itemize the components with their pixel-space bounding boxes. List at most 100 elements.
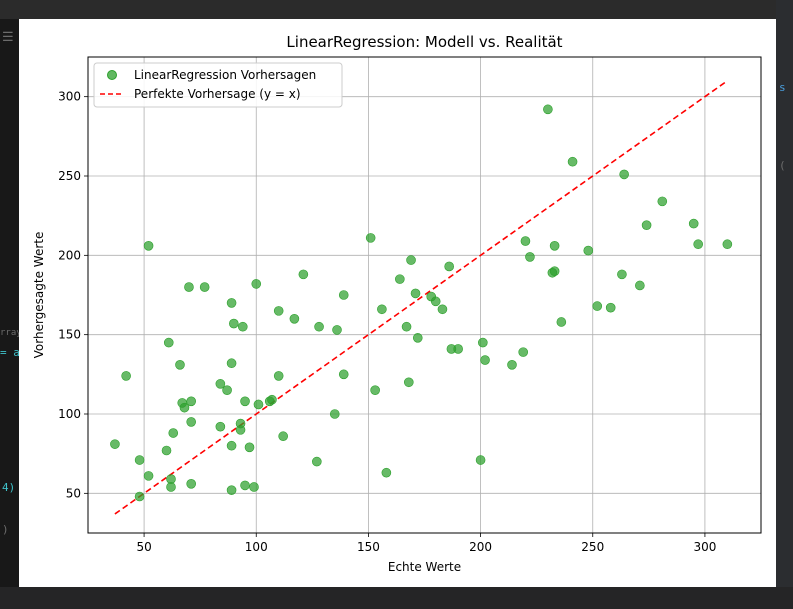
code-fragment-paren: ) (2, 523, 9, 536)
data-point (273, 306, 284, 316)
axis-ticks: 50 100 150 200 250 300 50 100 150 200 250 300 (58, 90, 716, 554)
y-tick-label: 250 (58, 169, 81, 183)
plot-figure: 50 100 150 200 250 300 50 100 150 200 250 300 Linea… (19, 19, 776, 587)
data-point (549, 241, 560, 251)
y-tick-label: 300 (58, 90, 81, 104)
data-point (237, 321, 248, 332)
data-point (412, 333, 423, 343)
data-point (406, 255, 416, 265)
data-point (693, 239, 703, 250)
data-point (478, 337, 488, 348)
legend: LinearRegression Vorhersagen Perfekte Vo… (93, 62, 343, 108)
x-tick-label: 300 (693, 540, 716, 554)
code-fragment-array: rray (0, 328, 22, 338)
y-tick-label: 50 (66, 486, 81, 500)
data-point (240, 396, 250, 407)
x-tick-label: 150 (357, 540, 380, 554)
x-tick-label: 200 (469, 540, 492, 554)
data-point (226, 298, 237, 308)
grid-lines (88, 57, 761, 533)
data-point (273, 371, 284, 381)
data-point (186, 396, 196, 407)
editor-right-panel (776, 0, 793, 609)
data-point (179, 402, 190, 413)
data-point (184, 282, 194, 292)
data-point (617, 269, 627, 280)
data-point (401, 321, 412, 332)
data-point (453, 344, 463, 354)
data-point (329, 409, 340, 419)
data-point (605, 302, 616, 313)
data-point (543, 104, 553, 115)
data-point (253, 399, 264, 410)
data-point (430, 296, 441, 307)
data-point (518, 347, 529, 357)
data-point (444, 261, 454, 272)
data-point (567, 156, 578, 167)
data-point (134, 455, 145, 465)
editor-top-bar (0, 0, 793, 19)
data-point (175, 360, 185, 370)
x-tick-label: 250 (581, 540, 604, 554)
data-point (251, 279, 262, 289)
data-point (186, 417, 196, 427)
data-point (395, 274, 405, 284)
data-point (278, 431, 288, 442)
y-tick-label: 200 (58, 248, 81, 262)
data-point (161, 445, 172, 456)
data-point (244, 442, 255, 453)
editor-left-gutter (0, 19, 19, 589)
data-point (267, 394, 277, 405)
data-point (475, 455, 486, 465)
right-panel-fragment-paren: ( (779, 159, 786, 172)
x-axis-label: Echte Werte (388, 560, 461, 574)
data-point (222, 385, 232, 396)
data-point (480, 355, 490, 365)
data-point (688, 218, 699, 229)
legend-label-line: Perfekte Vorhersage (y = x) (134, 87, 301, 101)
data-point (168, 428, 179, 438)
data-point (437, 304, 448, 315)
axes-frame (87, 56, 762, 534)
legend-marker-scatter (107, 70, 117, 80)
data-point (520, 236, 531, 246)
reference-line-layer (114, 80, 728, 515)
data-point (403, 377, 414, 388)
data-point (199, 282, 210, 292)
data-point (549, 266, 560, 276)
data-point (657, 196, 668, 207)
editor-bottom-bar[interactable] (0, 587, 793, 609)
data-point (370, 385, 380, 396)
data-point (592, 301, 603, 311)
y-axis-label: Vorhergesagte Werte (32, 232, 46, 359)
data-point (229, 318, 239, 329)
data-point (121, 371, 131, 381)
data-point (338, 290, 349, 300)
x-tick-label: 100 (245, 540, 268, 554)
y-tick-label: 100 (58, 407, 81, 421)
scatter-points (110, 104, 733, 502)
data-point (134, 491, 145, 502)
data-point (226, 440, 237, 451)
legend-label-scatter: LinearRegression Vorhersagen (134, 68, 316, 82)
data-point (226, 358, 237, 369)
menu-icon[interactable]: ☰ (2, 30, 14, 45)
data-point (381, 467, 392, 478)
data-point (143, 471, 154, 481)
scatter-chart: 50 100 150 200 250 300 50 100 150 200 250 300 Linea… (32, 33, 762, 574)
data-point (314, 321, 324, 332)
data-point (556, 317, 567, 327)
y-tick-label: 150 (58, 328, 81, 342)
data-point (312, 456, 322, 467)
data-point (110, 439, 120, 449)
data-point (377, 304, 387, 315)
data-point (365, 233, 376, 243)
data-point (410, 288, 421, 299)
data-point (525, 252, 535, 262)
data-point (507, 360, 517, 370)
x-tick-label: 50 (136, 540, 151, 554)
data-point (249, 482, 259, 492)
right-panel-fragment-s: s (779, 81, 786, 94)
data-point (338, 369, 349, 380)
data-point (583, 245, 594, 256)
